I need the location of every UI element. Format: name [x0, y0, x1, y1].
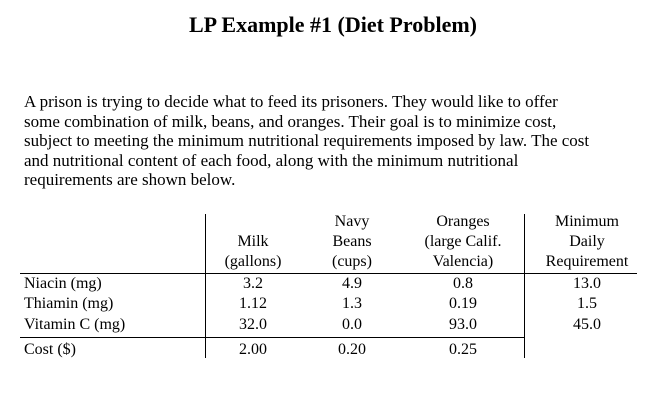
- header-minimum: Minimum Daily Requirement: [545, 213, 629, 270]
- cell-minimum: 13.0: [573, 275, 601, 292]
- cost-rule: [20, 337, 525, 338]
- page-title: LP Example #1 (Diet Problem): [189, 12, 477, 37]
- cell-beans: 1.3: [342, 295, 362, 312]
- cell-beans: 4.9: [342, 275, 362, 292]
- intro-line: A prison is trying to decide what to fee…: [24, 92, 558, 111]
- column-divider: [205, 214, 206, 358]
- diet-table: Milk (gallons) Navy Beans (cups) Oranges…: [0, 212, 666, 362]
- cell-oranges: 93.0: [449, 316, 477, 333]
- intro-line: subject to meeting the minimum nutrition…: [24, 131, 590, 150]
- cell-minimum: 45.0: [573, 316, 601, 333]
- intro-line: requirements are shown below.: [24, 170, 236, 189]
- cell-oranges: 0.8: [453, 275, 473, 292]
- header-oranges: Oranges (large Calif. Valencia): [424, 213, 502, 270]
- cell-beans: 0.20: [338, 341, 366, 358]
- cell-oranges: 0.25: [449, 341, 477, 358]
- cell-oranges: 0.19: [449, 295, 477, 312]
- intro-paragraph: A prison is trying to decide what to fee…: [24, 92, 654, 190]
- row-label: Vitamin C (mg): [24, 316, 126, 333]
- cell-milk: 32.0: [239, 316, 267, 333]
- cell-minimum: 1.5: [577, 295, 597, 312]
- cell-beans: 0.0: [342, 316, 362, 333]
- intro-line: some combination of milk, beans, and ora…: [24, 111, 557, 131]
- cell-milk: 3.2: [243, 275, 263, 292]
- column-divider: [524, 214, 525, 358]
- cell-milk: 2.00: [239, 341, 267, 358]
- row-label: Cost ($): [24, 341, 76, 358]
- row-label: Niacin (mg): [24, 275, 102, 292]
- header-rule: [20, 273, 637, 274]
- intro-line: and nutritional content of each food, al…: [24, 150, 519, 170]
- row-label: Thiamin (mg): [24, 295, 114, 312]
- header-milk: Milk (gallons): [224, 233, 282, 270]
- cell-milk: 1.12: [239, 295, 267, 312]
- header-beans: Navy Beans (cups): [332, 213, 372, 270]
